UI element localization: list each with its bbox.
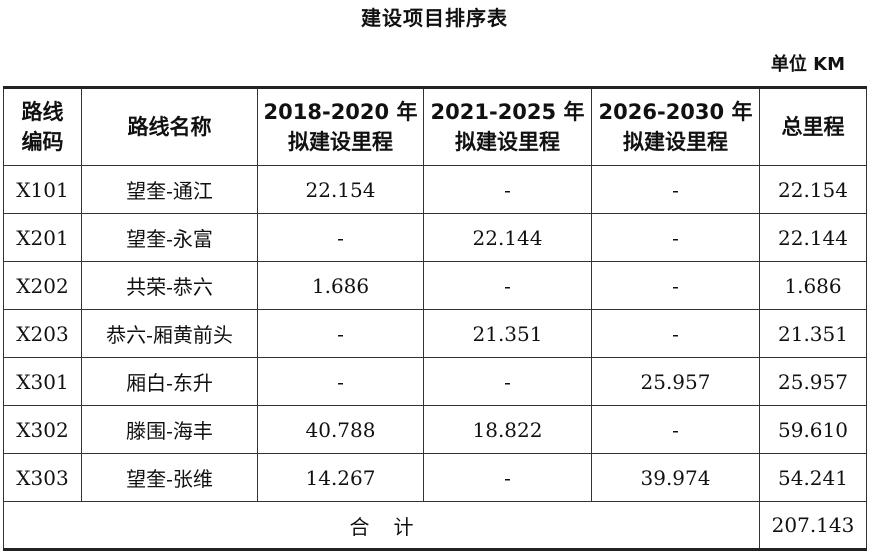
route-name-cell: 共荣-恭六 — [81, 261, 258, 310]
mileage-2026-2030-cell: - — [591, 213, 760, 262]
header-route-code-line2: 编码 — [21, 130, 64, 154]
table-row: X202 共荣-恭六 1.686 - - 1.686 — [3, 261, 867, 310]
header-2026-2030: 2026-2030 年 拟建设里程 — [591, 87, 760, 166]
route-name-cell: 厢白-东升 — [81, 357, 258, 406]
mileage-2018-2020-cell: - — [257, 357, 424, 406]
table-row: X301 厢白-东升 - - 25.957 25.957 — [3, 357, 867, 406]
mileage-2026-2030-cell: 25.957 — [591, 357, 760, 406]
mileage-2026-2030-cell: - — [591, 405, 760, 454]
route-code-cell: X101 — [3, 165, 82, 214]
mileage-2026-2030-cell: - — [591, 165, 760, 214]
route-code-cell: X303 — [3, 453, 82, 502]
route-code-cell: X302 — [3, 405, 82, 454]
header-total-mileage: 总里程 — [759, 87, 867, 166]
header-route-name: 路线名称 — [81, 87, 258, 166]
mileage-2018-2020-cell: 40.788 — [257, 405, 424, 454]
table-row: X101 望奎-通江 22.154 - - 22.154 — [3, 165, 867, 214]
total-mileage-cell: 21.351 — [759, 309, 867, 358]
total-mileage-cell: 59.610 — [759, 405, 867, 454]
total-mileage-cell: 25.957 — [759, 357, 867, 406]
header-2026-2030-line1: 2026-2030 年 — [598, 100, 753, 124]
header-2026-2030-line2: 拟建设里程 — [623, 130, 728, 154]
total-mileage-cell: 22.154 — [759, 165, 867, 214]
route-name-cell: 望奎-张维 — [81, 453, 258, 502]
project-ranking-table: 路线 编码 路线名称 2018-2020 年 拟建设里程 2021-2025 年… — [3, 86, 867, 551]
table-header-row: 路线 编码 路线名称 2018-2020 年 拟建设里程 2021-2025 年… — [3, 87, 867, 166]
mileage-2026-2030-cell: - — [591, 261, 760, 310]
header-route-code: 路线 编码 — [3, 87, 82, 166]
table-row: X203 恭六-厢黄前头 - 21.351 - 21.351 — [3, 309, 867, 358]
total-mileage-cell: 22.144 — [759, 213, 867, 262]
total-label: 合计 — [349, 514, 438, 539]
mileage-2021-2025-cell: - — [423, 357, 592, 406]
total-label-cell: 合计 — [3, 501, 760, 550]
mileage-2026-2030-cell: 39.974 — [591, 453, 760, 502]
table-row: X303 望奎-张维 14.267 - 39.974 54.241 — [3, 453, 867, 502]
header-2021-2025: 2021-2025 年 拟建设里程 — [423, 87, 592, 166]
header-2018-2020-line2: 拟建设里程 — [288, 130, 393, 154]
header-2021-2025-line2: 拟建设里程 — [455, 130, 560, 154]
table-row: X201 望奎-永富 - 22.144 - 22.144 — [3, 213, 867, 262]
mileage-2021-2025-cell: - — [423, 453, 592, 502]
grand-total-cell: 207.143 — [759, 501, 867, 550]
header-route-code-line1: 路线 — [21, 100, 64, 124]
table-row: X302 滕围-海丰 40.788 18.822 - 59.610 — [3, 405, 867, 454]
unit-label: 单位 KM — [770, 54, 845, 75]
route-code-cell: X203 — [3, 309, 82, 358]
mileage-2018-2020-cell: - — [257, 309, 424, 358]
route-name-cell: 望奎-通江 — [81, 165, 258, 214]
mileage-2021-2025-cell: - — [423, 165, 592, 214]
mileage-2026-2030-cell: - — [591, 309, 760, 358]
route-name-cell: 望奎-永富 — [81, 213, 258, 262]
mileage-2021-2025-cell: - — [423, 261, 592, 310]
mileage-2018-2020-cell: 1.686 — [257, 261, 424, 310]
route-code-cell: X301 — [3, 357, 82, 406]
header-2018-2020: 2018-2020 年 拟建设里程 — [257, 87, 424, 166]
mileage-2018-2020-cell: 22.154 — [257, 165, 424, 214]
table-total-row: 合计 207.143 — [3, 501, 867, 550]
header-2018-2020-line1: 2018-2020 年 — [263, 100, 418, 124]
mileage-2018-2020-cell: - — [257, 213, 424, 262]
mileage-2021-2025-cell: 21.351 — [423, 309, 592, 358]
page-title: 建设项目排序表 — [361, 6, 508, 30]
mileage-2021-2025-cell: 18.822 — [423, 405, 592, 454]
total-mileage-cell: 1.686 — [759, 261, 867, 310]
route-name-cell: 滕围-海丰 — [81, 405, 258, 454]
route-code-cell: X202 — [3, 261, 82, 310]
mileage-2021-2025-cell: 22.144 — [423, 213, 592, 262]
route-code-cell: X201 — [3, 213, 82, 262]
route-name-cell: 恭六-厢黄前头 — [81, 309, 258, 358]
total-mileage-cell: 54.241 — [759, 453, 867, 502]
mileage-2018-2020-cell: 14.267 — [257, 453, 424, 502]
header-2021-2025-line1: 2021-2025 年 — [430, 100, 585, 124]
